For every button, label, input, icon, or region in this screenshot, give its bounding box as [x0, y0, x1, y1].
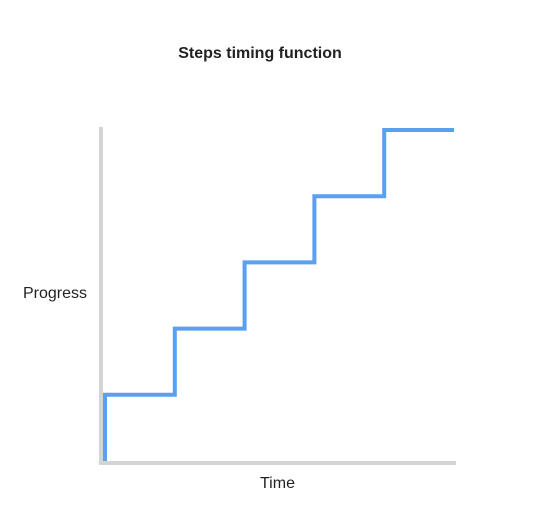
x-axis-label: Time: [260, 475, 295, 492]
chart-title: Steps timing function: [178, 45, 342, 62]
step-line: [103, 128, 454, 461]
y-axis-label: Progress: [23, 285, 88, 302]
